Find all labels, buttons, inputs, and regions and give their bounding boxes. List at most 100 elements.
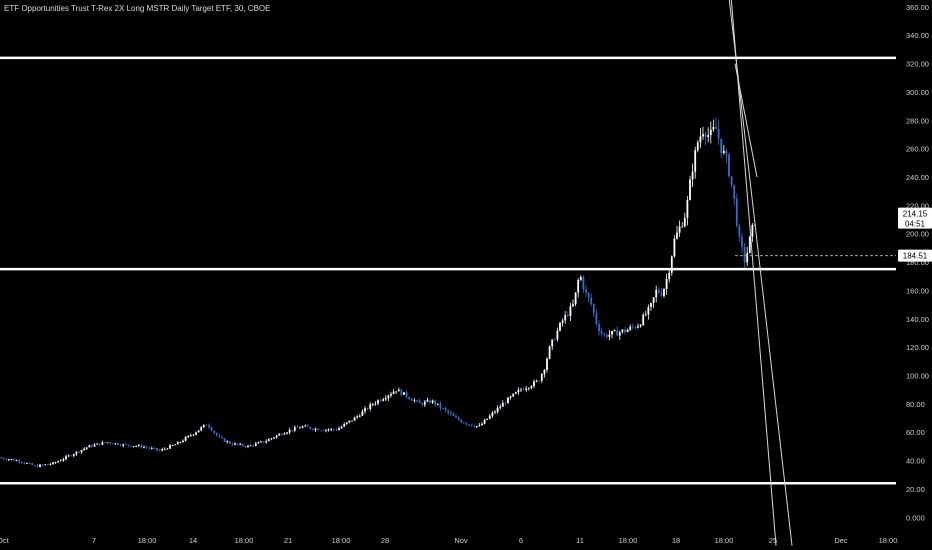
current-price-value: 214.15 xyxy=(903,210,928,219)
candle-body xyxy=(405,392,408,398)
candle-body xyxy=(473,425,476,427)
y-tick-label: 360.00 xyxy=(906,3,929,12)
y-tick-label: 100.00 xyxy=(906,372,929,381)
candle-body xyxy=(353,417,356,421)
candle-body xyxy=(728,154,730,177)
candle-body xyxy=(530,386,533,388)
y-tick-label: 320.00 xyxy=(906,60,929,69)
candle-body xyxy=(678,226,681,233)
candle-body xyxy=(481,423,483,426)
horizontal-levels xyxy=(0,56,896,485)
candle-body xyxy=(348,420,351,423)
candle-body xyxy=(80,449,83,453)
candle-body xyxy=(153,448,156,449)
x-tick-label: 11 xyxy=(576,536,584,545)
x-tick-label: Dec xyxy=(834,536,848,545)
candle-body xyxy=(512,393,515,397)
candle-body xyxy=(361,411,364,416)
candle-body xyxy=(572,304,574,307)
candle-body xyxy=(93,444,96,447)
candle-body xyxy=(426,400,429,402)
candle-body xyxy=(478,425,481,427)
candle-body xyxy=(712,126,715,130)
candle-body xyxy=(163,448,166,450)
candle-body xyxy=(746,253,749,263)
candle-body xyxy=(215,432,218,436)
candle-body xyxy=(205,424,208,426)
candle-body xyxy=(231,443,234,445)
candle-body xyxy=(613,330,616,331)
candle-body xyxy=(717,128,720,139)
candle-body xyxy=(616,330,619,336)
candle-body xyxy=(665,278,668,290)
candle-body xyxy=(434,400,437,405)
candle-body xyxy=(174,444,177,446)
x-tick-label: Nov xyxy=(454,536,468,545)
candle-body xyxy=(343,423,346,427)
candle-body xyxy=(67,455,70,457)
candle-body xyxy=(117,443,119,446)
x-tick-label: 25 xyxy=(769,536,777,545)
x-tick-label: 7 xyxy=(92,536,96,545)
candle-body xyxy=(28,463,31,464)
candle-body xyxy=(70,455,73,457)
candle-body xyxy=(702,134,704,137)
y-tick-label: 200.00 xyxy=(906,230,929,239)
candle-body xyxy=(551,339,554,347)
candle-body xyxy=(291,429,294,431)
candle-body xyxy=(257,442,260,444)
candle-body xyxy=(200,427,203,431)
candle-body xyxy=(109,442,112,444)
candle-body xyxy=(439,403,442,409)
candle-body xyxy=(652,297,655,304)
candle-body xyxy=(111,443,114,445)
candle-body xyxy=(358,415,361,417)
candle-body xyxy=(270,438,273,440)
candle-body xyxy=(475,426,478,427)
candle-body xyxy=(387,395,390,399)
candle-body xyxy=(608,334,611,338)
candle-body xyxy=(395,391,398,393)
candle-body xyxy=(725,150,728,155)
candle-body xyxy=(306,425,309,427)
candle-body xyxy=(377,400,379,404)
trend-line xyxy=(734,63,758,178)
candle-body xyxy=(642,314,645,326)
candle-body xyxy=(488,415,491,419)
candle-body xyxy=(15,460,18,462)
trend-line xyxy=(728,0,793,546)
candle-body xyxy=(657,289,660,293)
candle-body xyxy=(197,430,200,433)
candle-body xyxy=(527,387,530,389)
candle-body xyxy=(106,442,109,444)
candle-body xyxy=(210,427,213,431)
candle-body xyxy=(345,422,348,424)
candle-body xyxy=(561,320,564,323)
candle-body xyxy=(442,408,444,409)
candle-body xyxy=(491,412,494,416)
candle-body xyxy=(494,411,496,413)
candle-body xyxy=(132,446,135,448)
candle-body xyxy=(275,435,278,438)
candle-body xyxy=(156,448,158,451)
candle-body xyxy=(429,400,431,403)
candle-body xyxy=(460,419,463,423)
candle-body xyxy=(587,292,590,298)
candle-body xyxy=(447,410,450,413)
y-tick-label: 80.00 xyxy=(906,400,925,409)
candle-body xyxy=(730,176,733,185)
candle-body xyxy=(262,441,265,443)
candle-body xyxy=(681,226,684,228)
candle-body xyxy=(379,400,382,402)
candle-body xyxy=(574,292,577,305)
candle-body xyxy=(143,446,145,448)
candle-body xyxy=(78,451,80,453)
y-tick-label: 260.00 xyxy=(906,145,929,154)
candle-body xyxy=(249,445,252,447)
candle-body xyxy=(520,389,522,391)
candle-body xyxy=(504,402,507,404)
candle-body xyxy=(364,408,366,412)
candle-body xyxy=(187,435,190,438)
candle-body xyxy=(247,445,249,447)
